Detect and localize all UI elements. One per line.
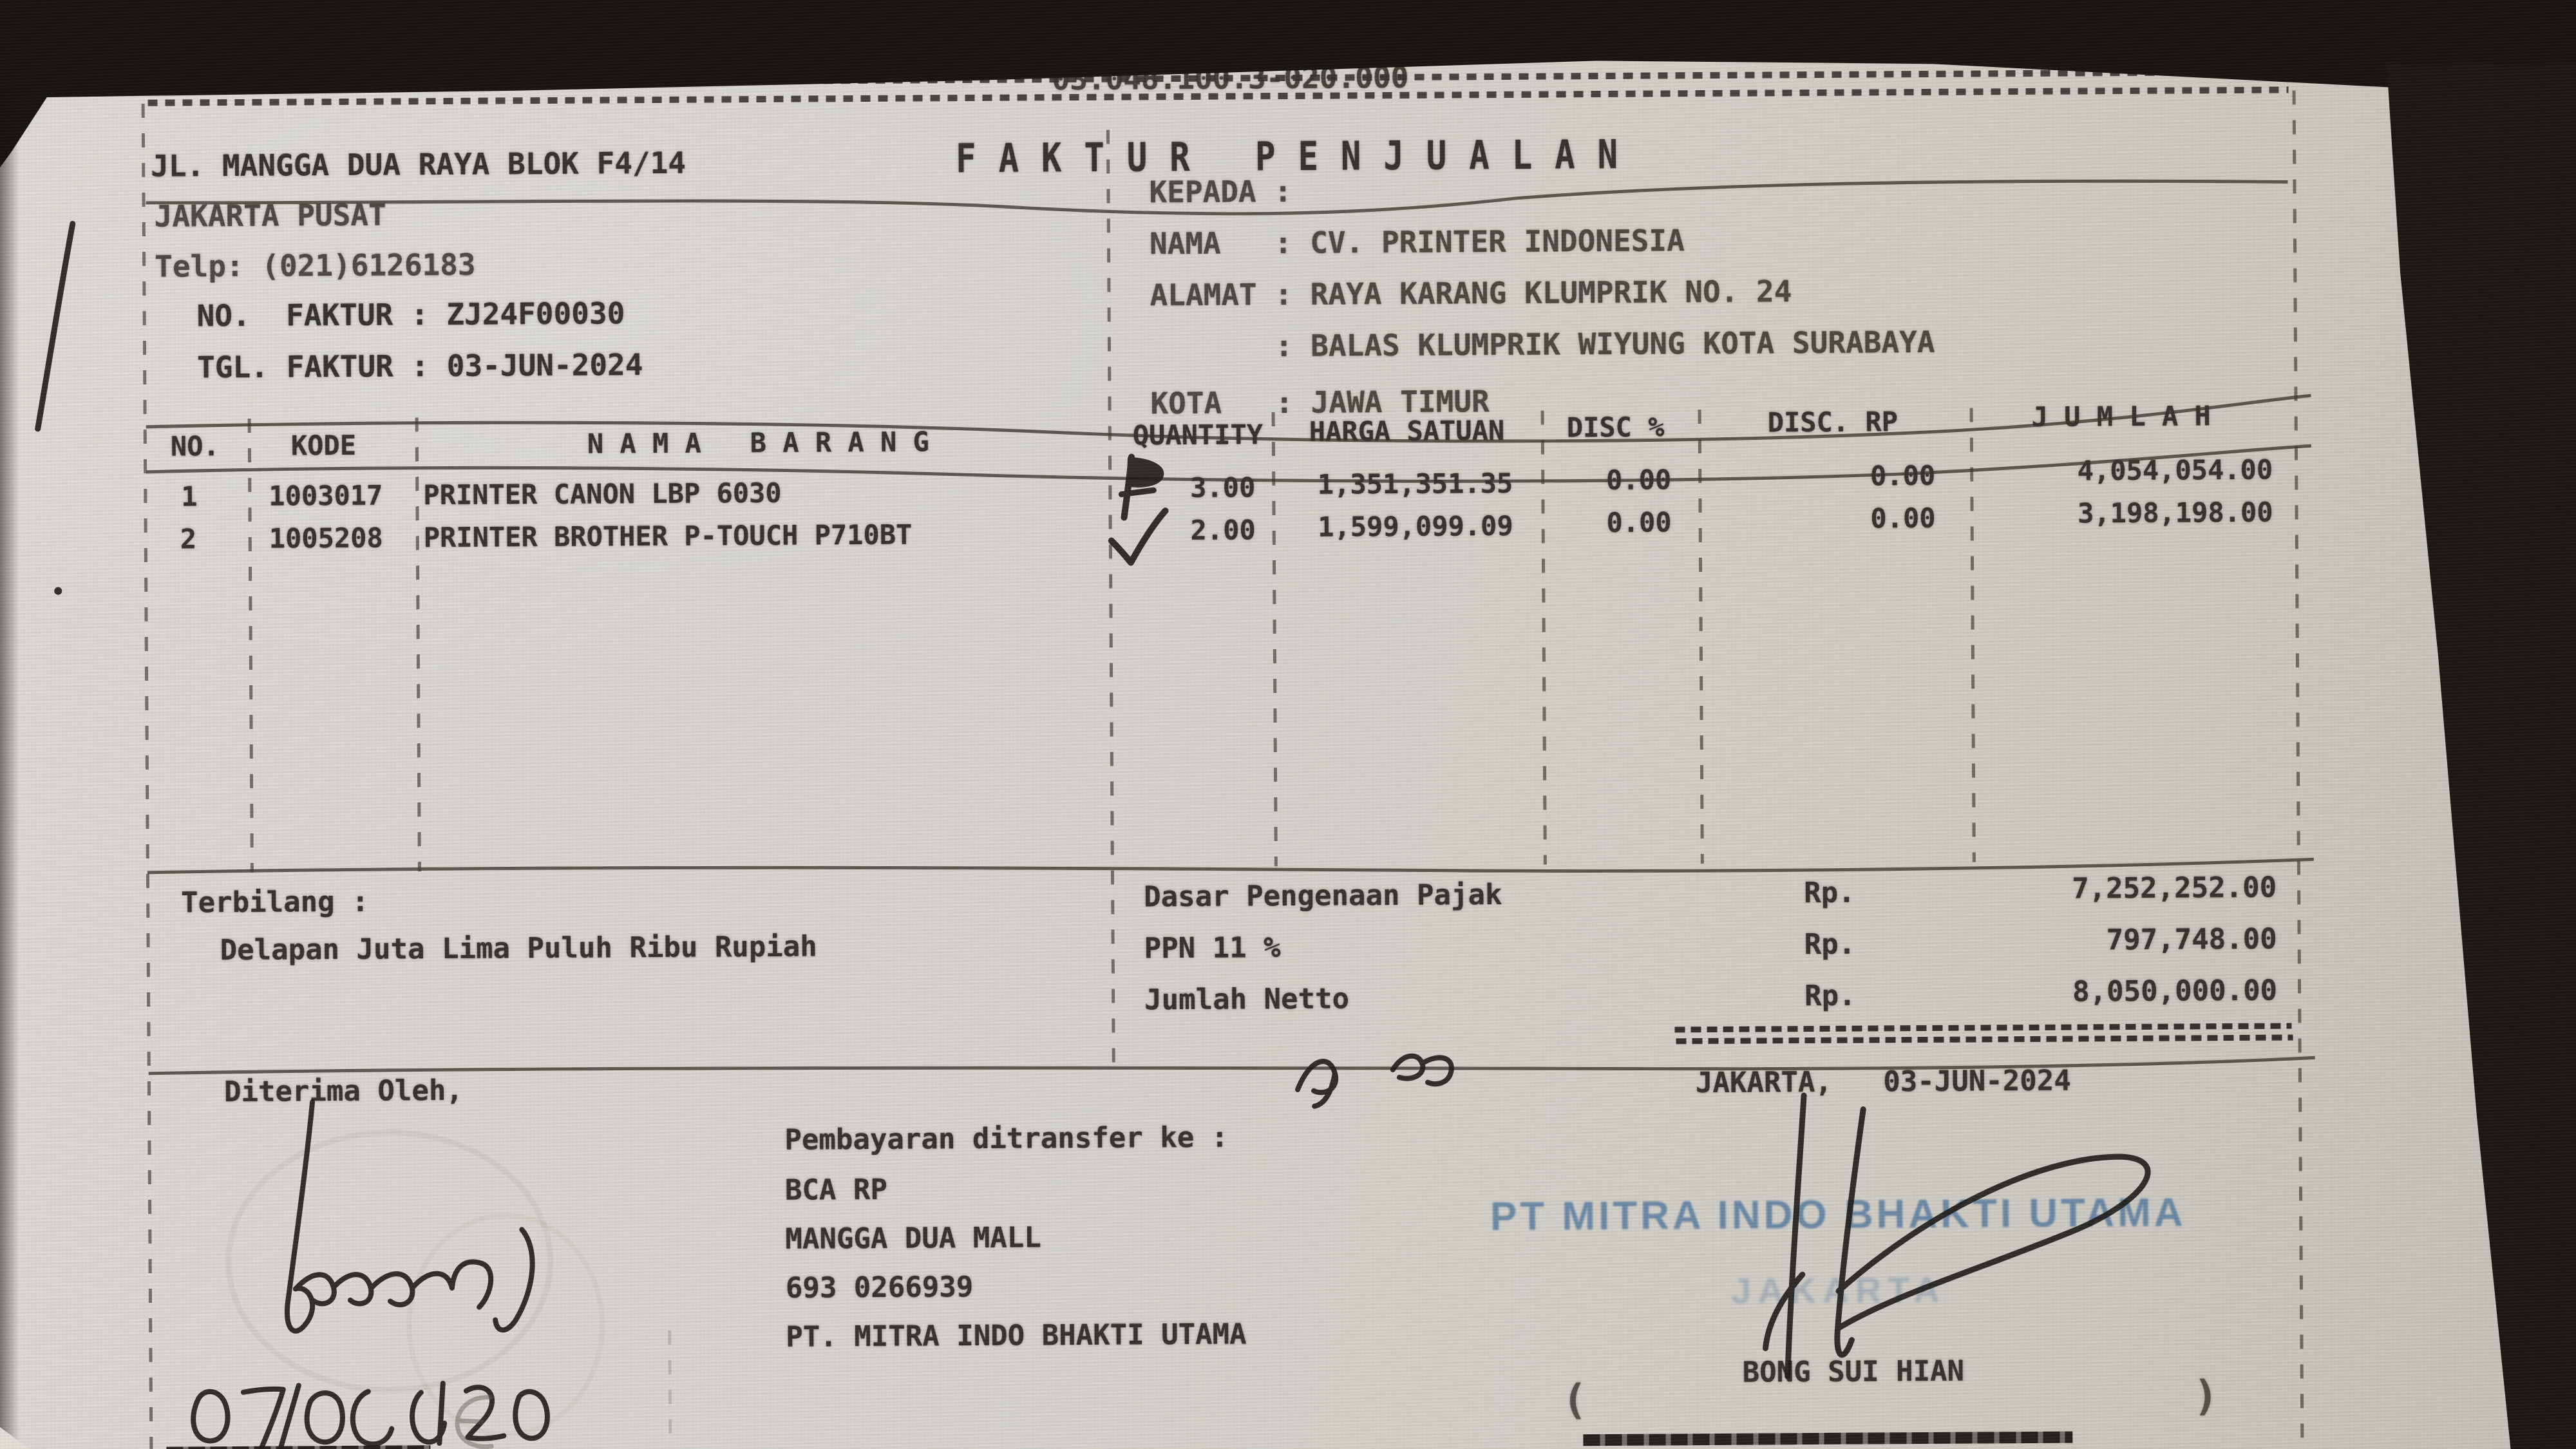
header-bottom-rule (146, 393, 2311, 443)
qty-flag-mark-flag (1126, 457, 1164, 488)
pen-stroke-topleft (35, 221, 76, 432)
column-header-rule (146, 444, 2312, 483)
signature-right (1762, 1092, 2151, 1379)
pen-dot-left (54, 587, 62, 595)
faint-stamp-marks (225, 1130, 605, 1437)
signature-left (285, 1099, 535, 1334)
left-edge-shadow (0, 90, 19, 1449)
faint-round-stamp-inner (406, 1213, 605, 1437)
pen-scribble-initials (1295, 1053, 1454, 1109)
totals-top-rule (147, 857, 2314, 875)
qty-check-mark (1108, 507, 1169, 566)
qty-flag-mark-tick (1118, 487, 1157, 498)
handwritten-date (191, 1381, 550, 1449)
faint-round-stamp (225, 1130, 554, 1394)
title-underline-rule (146, 179, 2288, 216)
faint-pen-mark-e (455, 1395, 494, 1449)
horizontal-rules (146, 179, 2315, 1075)
